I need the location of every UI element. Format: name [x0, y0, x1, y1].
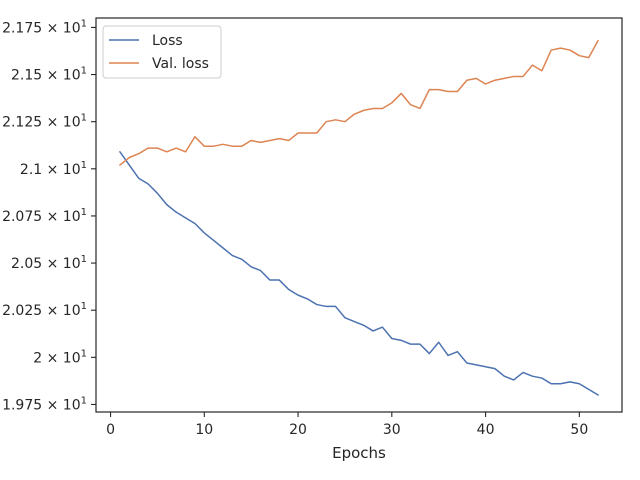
y-tick-label: 2.125 × 101	[2, 113, 87, 131]
y-tick-mantissa: 2.175	[2, 20, 42, 36]
y-tick-base: × 10	[47, 303, 81, 319]
x-tick-label: 50	[570, 422, 588, 438]
x-tick-label: 10	[195, 422, 213, 438]
y-tick-mantissa: 2.1	[20, 162, 42, 178]
x-tick-label: 0	[106, 422, 115, 438]
x-tick-label: 40	[477, 422, 495, 438]
legend-label-val-loss: Val. loss	[152, 56, 209, 72]
y-tick-base: × 10	[47, 350, 81, 366]
y-tick-label: 1.975 × 101	[2, 395, 87, 413]
y-tick-base: × 10	[47, 20, 81, 36]
y-tick-mantissa: 1.975	[2, 397, 42, 413]
y-tick-mantissa: 2.125	[2, 115, 42, 131]
legend: Loss Val. loss	[102, 25, 222, 79]
legend-box	[102, 25, 222, 79]
y-tick-label: 2.075 × 101	[2, 207, 87, 225]
x-axis-ticks: 0 10 20 30 40 50	[106, 412, 588, 438]
series-line-loss	[119, 151, 599, 396]
y-tick-exponent: 1	[81, 66, 87, 77]
y-tick-label: 2.025 × 101	[2, 301, 87, 319]
y-tick-base: × 10	[47, 209, 81, 225]
y-tick-label: 2.15 × 101	[11, 66, 87, 84]
axes-frame	[95, 17, 623, 413]
y-tick-base: × 10	[47, 115, 81, 131]
y-tick-mantissa: 2.15	[11, 68, 42, 84]
series-line-val-loss	[119, 39, 599, 166]
y-tick-mantissa: 2	[33, 350, 42, 366]
y-tick-label: 2.05 × 101	[11, 254, 87, 272]
y-tick-exponent: 1	[81, 18, 87, 29]
x-tick-label: 30	[383, 422, 401, 438]
y-tick-mantissa: 2.075	[2, 209, 42, 225]
y-tick-exponent: 1	[81, 254, 87, 265]
y-tick-exponent: 1	[81, 395, 87, 406]
legend-label-loss: Loss	[152, 33, 183, 49]
y-tick-mantissa: 2.025	[2, 303, 42, 319]
x-axis-label: Epochs	[332, 444, 386, 462]
y-tick-label: 2.175 × 101	[2, 18, 87, 36]
y-tick-mantissa: 2.05	[11, 256, 42, 272]
y-tick-base: × 10	[47, 162, 81, 178]
y-tick-label: 2 × 101	[33, 348, 87, 366]
y-tick-exponent: 1	[81, 348, 87, 359]
y-tick-base: × 10	[47, 68, 81, 84]
y-tick-exponent: 1	[81, 301, 87, 312]
y-tick-exponent: 1	[81, 207, 87, 218]
x-tick-label: 20	[289, 422, 307, 438]
y-tick-exponent: 1	[81, 113, 87, 124]
y-tick-label: 2.1 × 101	[20, 160, 87, 178]
y-tick-exponent: 1	[81, 160, 87, 171]
y-tick-base: × 10	[47, 397, 81, 413]
y-tick-base: × 10	[47, 256, 81, 272]
series-layer	[119, 39, 599, 396]
